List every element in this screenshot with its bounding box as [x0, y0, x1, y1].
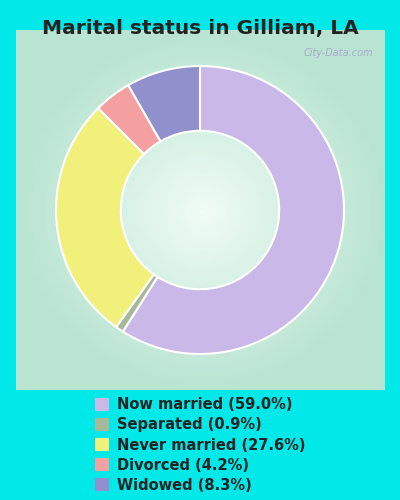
Legend: Now married (59.0%), Separated (0.9%), Never married (27.6%), Divorced (4.2%), W: Now married (59.0%), Separated (0.9%), N… [89, 392, 311, 498]
Text: Marital status in Gilliam, LA: Marital status in Gilliam, LA [42, 19, 358, 38]
Text: City-Data.com: City-Data.com [303, 48, 373, 58]
Wedge shape [123, 66, 344, 354]
Wedge shape [56, 108, 154, 327]
Wedge shape [116, 274, 158, 332]
Wedge shape [128, 66, 200, 142]
Wedge shape [98, 85, 160, 154]
